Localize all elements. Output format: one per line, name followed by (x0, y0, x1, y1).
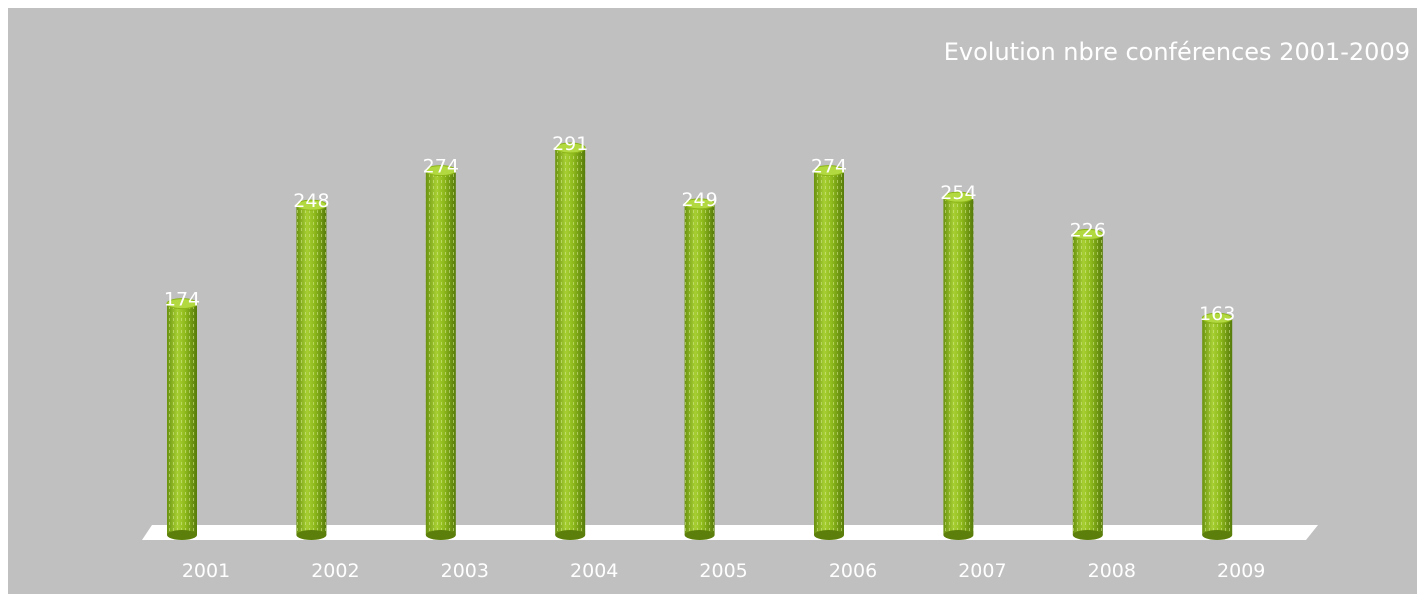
bar-2001 (166, 298, 198, 540)
bar-texture (943, 197, 974, 535)
bars-group (166, 142, 1233, 540)
bar-2003 (425, 165, 457, 540)
bar-top (295, 199, 327, 211)
bar-texture (425, 170, 456, 535)
x-tick-2001: 2001 (182, 560, 230, 582)
bar-top (1072, 228, 1104, 240)
bar-base (684, 530, 715, 540)
bar-texture (167, 303, 197, 535)
bar-top (554, 142, 586, 154)
bar-top (166, 298, 198, 310)
data-label-2008: 226 (1070, 219, 1106, 241)
bar-base (943, 530, 974, 540)
data-label-2007: 254 (940, 182, 976, 204)
data-label-2001: 174 (164, 289, 200, 311)
x-tick-2007: 2007 (958, 560, 1006, 582)
data-label-2002: 248 (293, 190, 329, 212)
bar-base (814, 530, 844, 540)
data-label-2009: 163 (1199, 303, 1235, 325)
bar-base (555, 530, 586, 540)
x-tick-2008: 2008 (1088, 560, 1136, 582)
data-label-2006: 274 (811, 156, 847, 178)
x-tick-2006: 2006 (829, 560, 877, 582)
bar-base (425, 530, 456, 540)
bar-2007 (942, 191, 974, 540)
bar-texture (814, 170, 844, 535)
x-axis-ticks-group: 2001 2002 2003 2004 2005 2006 2007 2008 2009 (182, 560, 1266, 582)
chart-title: Evolution nbre conférences 2001-2009 (944, 38, 1410, 66)
bar-texture (1072, 234, 1103, 536)
bar-2009 (1201, 312, 1233, 540)
bar-base (1202, 530, 1233, 540)
bar-texture (555, 147, 586, 535)
bar-2004 (554, 142, 586, 540)
bar-texture (1202, 318, 1233, 535)
data-label-2004: 291 (552, 133, 588, 155)
bar-2002 (295, 199, 327, 540)
bar-texture (684, 203, 715, 535)
x-tick-2009: 2009 (1217, 560, 1265, 582)
x-tick-2004: 2004 (570, 560, 618, 582)
bar-top (425, 165, 457, 177)
bar-top (942, 191, 974, 203)
bar-base (167, 530, 197, 540)
bar-base (1072, 530, 1103, 540)
data-labels-group: 174 248 274 291 249 274 254 226 163 (164, 133, 1235, 325)
data-label-2005: 249 (681, 189, 717, 211)
bar-top (813, 165, 845, 177)
x-tick-2005: 2005 (699, 560, 747, 582)
bar-top (1201, 312, 1233, 324)
bar-2006 (813, 165, 845, 540)
data-label-2003: 274 (423, 156, 459, 178)
x-tick-2002: 2002 (311, 560, 359, 582)
bar-base (296, 530, 327, 540)
bar-texture (296, 205, 327, 535)
bar-top (684, 198, 716, 210)
x-tick-2003: 2003 (441, 560, 489, 582)
bar-2008 (1072, 228, 1104, 540)
bar-2005 (684, 198, 716, 540)
